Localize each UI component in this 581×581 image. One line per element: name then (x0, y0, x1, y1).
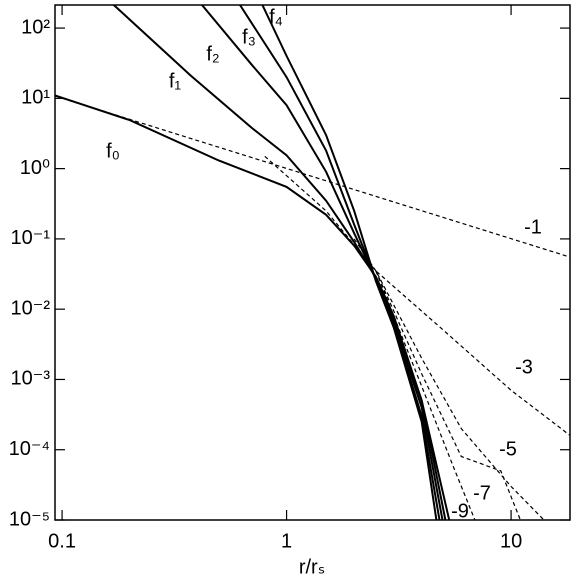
series-line (261, 5, 438, 520)
y-tick-label: 10⁻¹ (11, 227, 51, 249)
series-line (375, 270, 521, 520)
series-line (353, 238, 545, 520)
series-label: f₂ (206, 43, 219, 65)
series-line (55, 95, 570, 258)
y-tick-label: 10⁻⁵ (9, 508, 50, 530)
series-label: f₁ (169, 70, 182, 92)
y-tick-label: 10⁻² (11, 297, 51, 319)
x-tick-label: 10 (500, 530, 522, 552)
y-tick-label: 10² (21, 16, 50, 38)
x-tick-label: 0.1 (48, 530, 76, 552)
x-tick-label: 1 (281, 530, 292, 552)
y-tick-label: 10⁻³ (11, 368, 51, 390)
y-tick-label: 10⁰ (20, 157, 50, 179)
series-label: f₃ (242, 26, 256, 48)
series-line (201, 5, 444, 520)
series-line (264, 155, 570, 436)
series-line (113, 5, 447, 520)
x-axis-label: r/rₛ (299, 556, 325, 578)
series-label: -5 (499, 438, 517, 460)
y-tick-label: 10⁻⁴ (9, 438, 50, 460)
series-line (239, 5, 441, 520)
series-label: -1 (524, 216, 542, 238)
series-label: -7 (473, 482, 491, 504)
series-label: -9 (451, 500, 469, 522)
plot-frame (54, 4, 571, 521)
series-label: -3 (515, 356, 533, 378)
series-label: f₄ (269, 6, 283, 28)
series-label: f₀ (106, 140, 120, 162)
y-tick-label: 10¹ (21, 87, 50, 109)
series-line (375, 270, 476, 520)
